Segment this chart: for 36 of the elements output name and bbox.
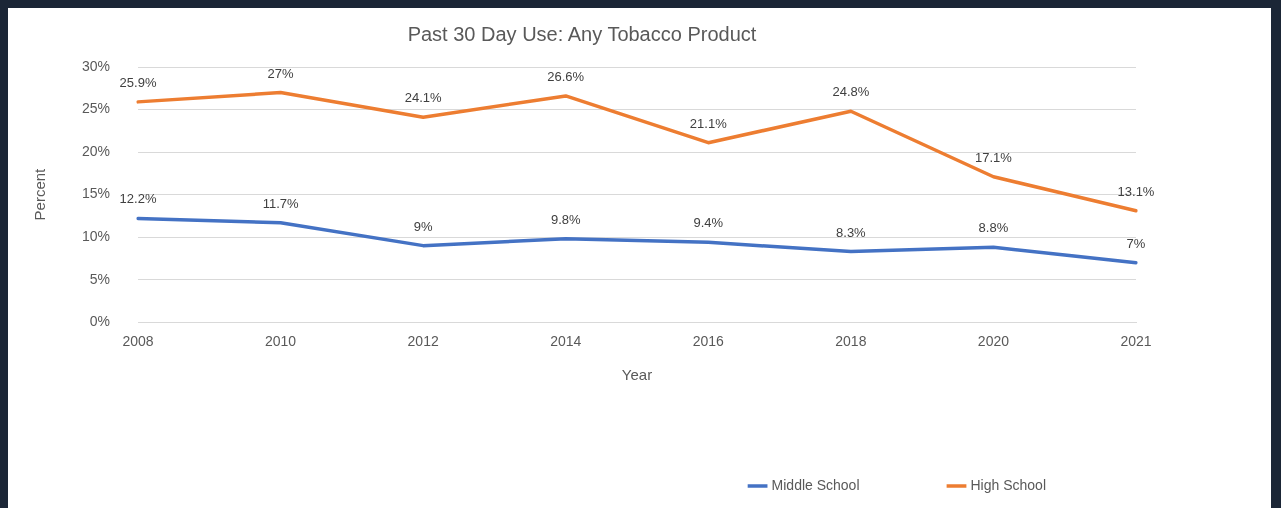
x-tick-label: 2010 bbox=[265, 333, 297, 350]
data-label: 9.4% bbox=[693, 215, 724, 231]
data-label: 8.8% bbox=[978, 220, 1009, 236]
y-axis-title: Percent bbox=[31, 167, 49, 221]
x-tick-label: 2014 bbox=[550, 333, 582, 350]
y-tick-label: 25% bbox=[81, 100, 111, 117]
data-label: 21.1% bbox=[689, 115, 728, 131]
y-tick-label: 15% bbox=[81, 185, 111, 202]
data-label: 8.3% bbox=[836, 224, 867, 240]
data-label: 9.8% bbox=[550, 211, 581, 227]
chart-title: Past 30 Day Use: Any Tobacco Product bbox=[407, 22, 757, 45]
x-tick-label: 2018 bbox=[835, 333, 867, 350]
data-label: 11.7% bbox=[262, 195, 299, 211]
y-tick-label: 5% bbox=[89, 270, 111, 287]
data-label: 13.1% bbox=[1117, 183, 1155, 199]
y-tick-label: 30% bbox=[81, 57, 111, 74]
data-label: 9% bbox=[413, 218, 433, 234]
x-tick-label: 2008 bbox=[122, 333, 154, 350]
legend-label: Middle School bbox=[771, 476, 860, 493]
x-tick-label: 2012 bbox=[407, 333, 439, 350]
data-label: 26.6% bbox=[547, 69, 585, 84]
y-tick-label: 0% bbox=[89, 313, 111, 330]
data-label: 12.2% bbox=[119, 191, 157, 207]
x-tick-label: 2020 bbox=[977, 333, 1010, 350]
x-tick-label: 2021 bbox=[1120, 333, 1152, 350]
data-label: 7% bbox=[1126, 235, 1146, 251]
x-tick-label: 2016 bbox=[692, 333, 725, 350]
y-tick-label: 20% bbox=[81, 142, 111, 159]
y-tick-label: 10% bbox=[81, 227, 111, 244]
data-label: 27% bbox=[267, 65, 295, 81]
data-label: 17.1% bbox=[974, 149, 1013, 165]
legend-label: High School bbox=[970, 476, 1047, 493]
x-axis-title: Year bbox=[621, 366, 653, 384]
data-label: 24.1% bbox=[404, 90, 443, 106]
data-label: 25.9% bbox=[119, 74, 157, 90]
data-label: 24.8% bbox=[832, 84, 870, 100]
